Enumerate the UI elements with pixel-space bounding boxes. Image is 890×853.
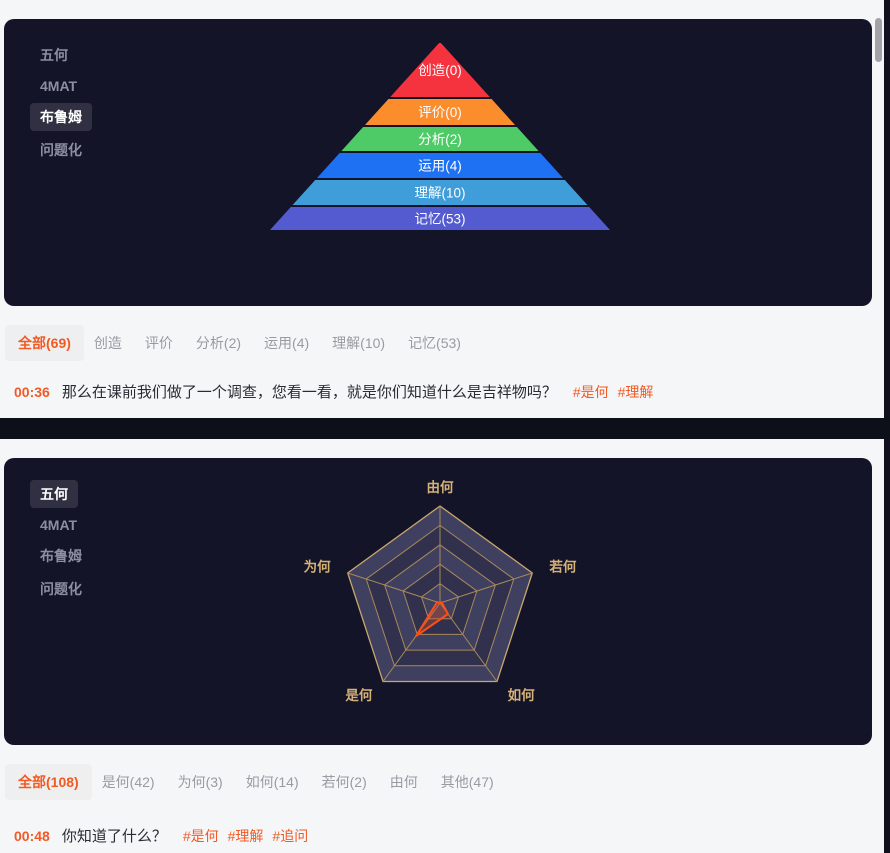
transcript-text: 你知道了什么？ <box>61 828 167 845</box>
radar-axis-label: 由何 <box>427 479 454 495</box>
tab-youhe[interactable]: 由何 <box>389 774 418 790</box>
tab-shihe[interactable]: 是何(42) <box>101 774 155 790</box>
tab-remember[interactable]: 记忆(53) <box>408 335 461 351</box>
sidebar-item-wentihua[interactable]: 问题化 <box>40 142 82 158</box>
pyramid-level-label: 理解(10) <box>414 186 465 201</box>
transcript-row-bloom: 00:36 那么在课前我们做了一个调查，您看一看，就是你们知道什么是吉祥物吗？ … <box>14 381 653 402</box>
wuhe-sidebar: 五何 4MAT 布鲁姆 问题化 <box>30 480 92 603</box>
bloom-pyramid-chart: 创造(0) 评价(0) 分析(2) 运用(4) 理解(10) 记忆(53) <box>270 43 610 230</box>
sidebar-item-wuhe[interactable]: 五何 <box>40 47 68 63</box>
section-divider <box>0 418 890 439</box>
radar-axis-label: 若何 <box>548 559 576 575</box>
scrollbar-thumb[interactable] <box>875 18 882 62</box>
pyramid-level-label: 创造(0) <box>418 63 462 78</box>
sidebar-item-4mat[interactable]: 4MAT <box>40 517 78 533</box>
tab-understand[interactable]: 理解(10) <box>332 335 386 351</box>
transcript-row-wuhe: 00:48 你知道了什么？ #是何 #理解 #追问 <box>14 825 308 846</box>
tag-lijie[interactable]: #理解 <box>227 827 264 844</box>
wuhe-filter-tabs: 全部(108) 是何(42) 为何(3) 如何(14) 若何(2) 由何 其他(… <box>5 764 494 800</box>
tab-create[interactable]: 创造 <box>93 335 122 351</box>
timestamp[interactable]: 00:48 <box>14 827 50 844</box>
bloom-chart-panel: 五何 4MAT 布鲁姆 问题化 创造(0) 评价(0) 分析(2) 运用(4) 理解(1… <box>4 19 872 306</box>
transcript-text: 那么在课前我们做了一个调查，您看一看，就是你们知道什么是吉祥物吗？ <box>61 384 557 401</box>
radar-axis-label: 如何 <box>508 687 535 703</box>
sidebar-item-4mat[interactable]: 4MAT <box>40 78 78 94</box>
tab-all[interactable]: 全部(69) <box>5 325 84 361</box>
radar-axis-label: 是何 <box>345 687 372 703</box>
bloom-filter-tabs: 全部(69) 创造 评价 分析(2) 运用(4) 理解(10) 记忆(53) <box>5 325 461 361</box>
tab-all[interactable]: 全部(108) <box>5 764 92 800</box>
sidebar-item-bloom[interactable]: 布鲁姆 <box>40 548 82 564</box>
pyramid-level-label: 分析(2) <box>418 132 462 147</box>
tab-analyze[interactable]: 分析(2) <box>195 335 242 351</box>
pyramid-level-label: 运用(4) <box>418 159 462 174</box>
pyramid-level-label: 记忆(53) <box>414 212 465 227</box>
tab-evaluate[interactable]: 评价 <box>144 335 173 351</box>
tab-ruhe[interactable]: 如何(14) <box>245 774 299 790</box>
sidebar-item-wuhe[interactable]: 五何 <box>30 480 78 508</box>
bloom-sidebar: 五何 4MAT 布鲁姆 问题化 <box>30 41 92 164</box>
tab-ruohe[interactable]: 若何(2) <box>321 774 367 790</box>
tag-zhuiwen[interactable]: #追问 <box>272 827 309 844</box>
tag-shihe[interactable]: #是何 <box>182 827 219 844</box>
sidebar-item-bloom[interactable]: 布鲁姆 <box>30 103 92 131</box>
tab-weihe[interactable]: 为何(3) <box>177 774 223 790</box>
tab-apply[interactable]: 运用(4) <box>264 335 310 351</box>
tag-shihe[interactable]: #是何 <box>572 383 609 400</box>
pyramid-level-label: 评价(0) <box>418 105 462 120</box>
tab-qita[interactable]: 其他(47) <box>440 774 494 790</box>
radar-axis-label: 为何 <box>304 559 331 575</box>
sidebar-item-wentihua[interactable]: 问题化 <box>40 581 82 597</box>
wuhe-chart-panel: 五何 4MAT 布鲁姆 问题化 由何若何如何 是何 为何 <box>4 458 872 745</box>
tag-lijie[interactable]: #理解 <box>617 383 654 400</box>
timestamp[interactable]: 00:36 <box>14 383 50 400</box>
